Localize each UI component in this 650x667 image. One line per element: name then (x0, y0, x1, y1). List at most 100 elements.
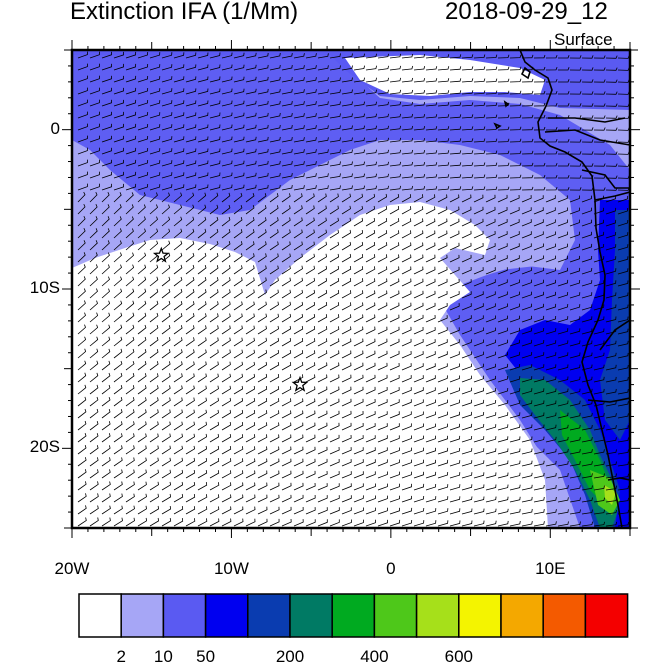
wind-barb (269, 265, 279, 275)
wind-barb (161, 349, 171, 359)
wind-barb (533, 448, 545, 455)
wind-barb (113, 360, 123, 371)
wind-barb (401, 125, 414, 131)
wind-barb (137, 147, 149, 155)
wind-barb (185, 349, 195, 359)
wind-barb (437, 399, 448, 407)
wind-barb (161, 216, 171, 227)
wind-barb (581, 280, 593, 287)
wind-barb (617, 340, 629, 347)
wind-barb (209, 433, 220, 443)
wind-barb (377, 173, 389, 179)
wind-barb (413, 459, 424, 467)
wind-barb (113, 433, 123, 443)
wind-barb (425, 126, 438, 131)
wind-barb (593, 449, 605, 455)
wind-barb (545, 460, 557, 467)
wind-barb (473, 411, 485, 419)
wind-barb (257, 494, 268, 503)
wind-barb (353, 447, 364, 455)
wind-barb (617, 364, 629, 371)
wind-barb (401, 350, 412, 359)
wind-barb (473, 472, 485, 479)
map-title: Extinction IFA (1/Mm) (70, 0, 299, 25)
wind-barb (149, 112, 161, 119)
wind-barb (77, 191, 86, 203)
wind-barb (341, 447, 352, 455)
wind-barb (437, 126, 450, 131)
wind-barb (437, 375, 448, 383)
wind-barb (185, 240, 195, 251)
wind-barb (557, 400, 569, 407)
wind-barb (533, 195, 544, 203)
wind-barb (497, 339, 508, 347)
wind-barb (509, 472, 521, 479)
wind-barb (605, 256, 617, 263)
wind-barb (269, 229, 279, 239)
wind-barb (149, 76, 161, 83)
wind-barb (581, 497, 593, 503)
wind-barb (389, 483, 400, 491)
wind-barb (545, 485, 557, 491)
wind-barb (521, 138, 534, 143)
wind-barb (281, 386, 292, 395)
wind-barb (533, 327, 545, 335)
wind-barb (173, 493, 184, 503)
wind-barb (257, 373, 268, 383)
wind-barb (317, 217, 327, 227)
wind-barb (461, 66, 474, 71)
wind-barb (485, 218, 496, 227)
wind-barb (401, 387, 412, 395)
wind-barb (485, 186, 498, 191)
wind-barb (581, 139, 594, 143)
wind-barb (473, 387, 484, 395)
wind-barb (197, 88, 209, 95)
wind-barb (521, 339, 533, 347)
wind-barb (329, 507, 340, 515)
wind-barb (233, 482, 244, 491)
wind-barb (149, 240, 159, 251)
wind-barb (233, 434, 244, 443)
wind-barb (233, 64, 245, 71)
wind-barb (557, 219, 568, 227)
wind-barb (353, 507, 364, 515)
wind-barb (125, 111, 137, 119)
wind-barb (173, 409, 183, 419)
wind-barb (209, 52, 221, 59)
wind-barb (389, 459, 400, 467)
wind-barb (269, 289, 279, 299)
wind-barb (221, 458, 232, 467)
wind-barb (341, 101, 353, 107)
wind-barb (509, 174, 522, 179)
wind-barb (389, 77, 402, 83)
wind-barb (449, 66, 462, 71)
wind-barb (329, 458, 340, 467)
wind-barb (557, 291, 569, 299)
wind-barb (593, 352, 605, 359)
wind-barb (353, 278, 364, 287)
wind-barb (293, 185, 305, 191)
wind-barb (545, 328, 557, 335)
wind-barb (101, 336, 111, 347)
wind-barb (269, 470, 280, 479)
wind-barb (581, 509, 593, 515)
wind-barb (509, 243, 520, 251)
wind-barb (521, 424, 533, 431)
wind-barb (221, 112, 233, 119)
wind-barb (125, 336, 135, 347)
wind-barb (569, 340, 581, 347)
wind-barb (377, 149, 389, 155)
wind-barb (149, 324, 159, 335)
wind-barb (377, 101, 389, 107)
wind-barb (221, 253, 231, 263)
wind-barb (425, 423, 436, 431)
wind-barb (485, 303, 496, 311)
wind-barb (245, 192, 255, 203)
wind-barb (185, 100, 197, 107)
wind-barb (473, 54, 486, 59)
wind-barb (221, 434, 232, 443)
wind-barb (281, 434, 292, 443)
wind-barb (449, 351, 460, 359)
wind-barb (617, 232, 629, 239)
wind-barb (365, 519, 376, 527)
